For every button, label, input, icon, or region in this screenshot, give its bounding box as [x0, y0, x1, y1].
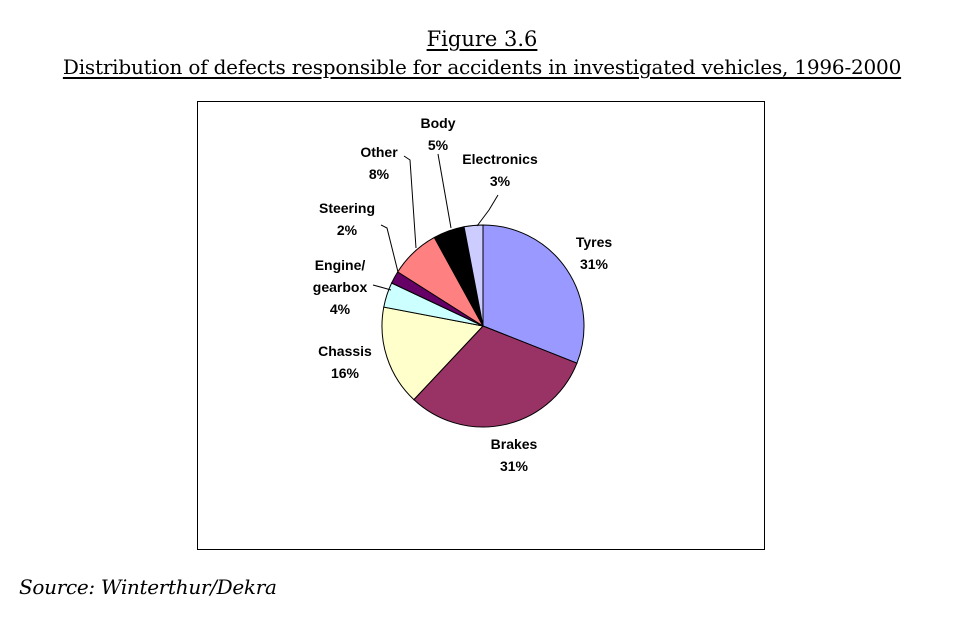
pie-slice-tyres	[482, 224, 585, 364]
slice-label-steering: Steering 2%	[319, 200, 375, 238]
figure-number: Figure 3.6	[426, 27, 538, 51]
slice-label-body: Body 5%	[421, 115, 456, 153]
pie-chart: Tyres 31% Brakes 31% Chassis 16% Engine/gearbo…	[313, 115, 613, 474]
leader-line-steering	[380, 224, 399, 273]
slice-label-engine-gearbox: Engine/gearbox 4%	[313, 257, 368, 317]
leader-line-electronics	[476, 194, 499, 227]
source-note: Source: Winterthur/Dekra	[19, 575, 277, 599]
pie-slice-chassis	[381, 306, 484, 401]
slice-label-electronics: Electronics 3%	[462, 151, 538, 189]
slice-label-chassis: Chassis 16%	[318, 343, 372, 381]
slice-label-other: Other 8%	[360, 144, 398, 182]
figure-caption: Distribution of defects responsible for …	[62, 55, 902, 79]
leader-line-body	[437, 153, 452, 229]
leader-line-other	[403, 155, 417, 249]
slice-label-tyres: Tyres 31%	[576, 234, 613, 272]
pie-slice-brakes	[413, 325, 578, 428]
leader-line-engine-gearbox	[372, 284, 392, 291]
slice-label-brakes: Brakes 31%	[491, 436, 538, 474]
pie-slice-electronics	[463, 224, 484, 327]
chart-area: Tyres 31% Brakes 31% Chassis 16% Engine/gearbo…	[197, 101, 765, 550]
